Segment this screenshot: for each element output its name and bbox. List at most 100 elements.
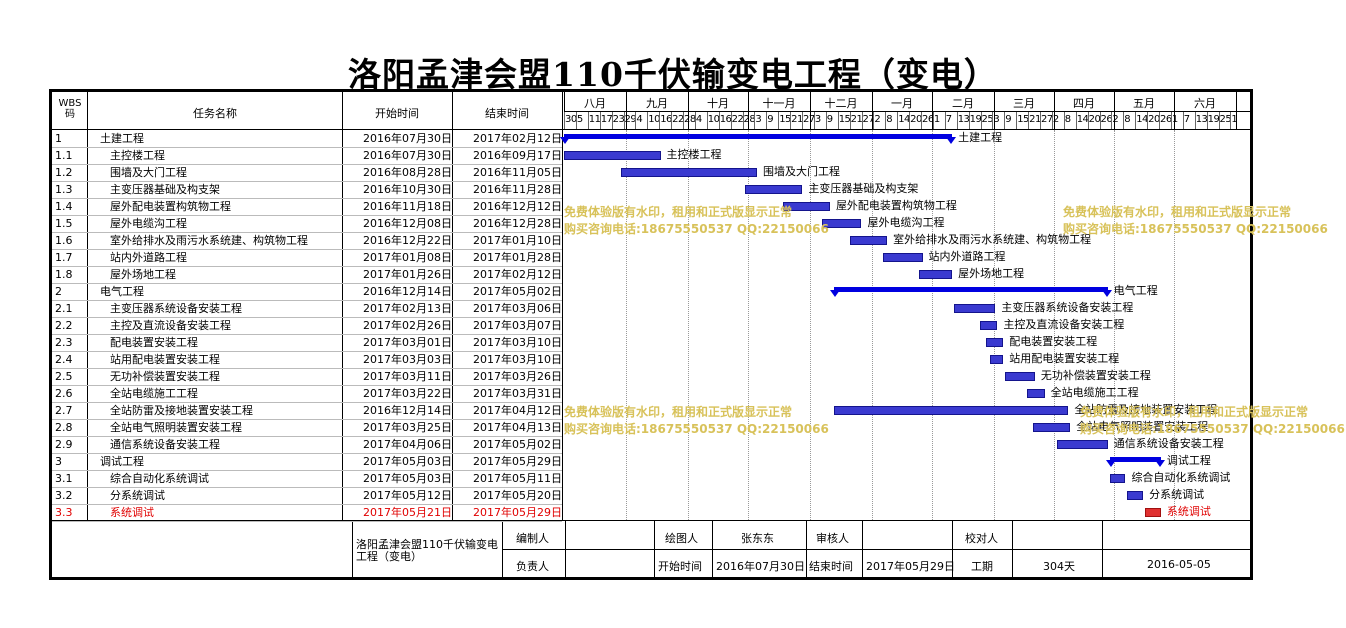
footer-date: 2016-05-05	[1147, 558, 1211, 571]
week-tick-label: 10	[707, 114, 720, 125]
task-bar	[822, 219, 862, 228]
week-divider	[980, 112, 982, 129]
task-name: 围墙及大门工程	[110, 166, 187, 179]
week-tick-label: 23	[612, 114, 625, 125]
week-divider	[1040, 112, 1041, 129]
bar-label: 主变压器基础及构支架	[808, 182, 919, 195]
week-divider	[1170, 112, 1172, 129]
month-divider	[1114, 92, 1115, 130]
wbs-code: 1.7	[55, 251, 73, 264]
task-start-date: 2016年07月30日	[363, 132, 452, 145]
row-divider	[52, 164, 562, 165]
row-divider	[52, 402, 562, 403]
week-divider	[1135, 112, 1137, 129]
task-name: 室外给排水及雨污水系统建、构筑物工程	[110, 234, 308, 247]
week-divider	[754, 112, 756, 129]
task-bar	[918, 270, 953, 279]
wbs-code: 2.6	[55, 387, 73, 400]
task-bar	[1026, 389, 1045, 398]
task-name: 全站电气照明装置安装工程	[110, 421, 242, 434]
week-tick-label: 17	[600, 114, 613, 125]
month-label: 十一月	[762, 97, 796, 110]
week-divider	[968, 112, 970, 129]
task-name: 主变压器系统设备安装工程	[110, 302, 242, 315]
week-tick-label: 20	[1088, 114, 1101, 125]
week-tick-label: 7	[1183, 114, 1190, 125]
week-tick-label: 28	[684, 114, 696, 125]
week-divider	[825, 112, 827, 129]
summary-bar	[833, 287, 1108, 292]
month-label: 十二月	[824, 97, 858, 110]
week-divider	[1087, 112, 1089, 129]
task-end-date: 2017年02月12日	[473, 132, 562, 145]
week-tick-label: 13	[1195, 114, 1208, 125]
task-start-date: 2017年03月11日	[363, 370, 452, 383]
week-divider	[575, 112, 577, 129]
watermark-line1: 免费体验版有水印，租用和正式版显示正常	[564, 405, 793, 419]
task-start-date: 2017年04月06日	[363, 438, 452, 451]
month-gridline	[688, 130, 689, 520]
week-divider	[932, 112, 934, 129]
footer-divider	[952, 521, 953, 577]
summary-bar	[1109, 457, 1161, 462]
month-gridline	[1114, 130, 1115, 520]
footer-divider	[654, 521, 655, 577]
summary-bar	[564, 134, 953, 139]
week-divider	[587, 112, 589, 129]
week-tick-label: 3	[755, 114, 762, 125]
task-bar	[782, 202, 830, 211]
week-tick-label: 15	[838, 114, 851, 125]
wbs-code: 1	[55, 132, 62, 145]
bar-label: 屋外配电装置构筑物工程	[835, 199, 957, 212]
row-divider	[52, 147, 562, 148]
watermark-line2: 购买咨询电话:18675550537 QQ:22150066	[564, 222, 829, 236]
task-end-date: 2017年04月12日	[473, 404, 562, 417]
task-name: 站内外道路工程	[110, 251, 187, 264]
month-label: 四月	[1073, 97, 1095, 110]
week-tick-label: 25	[981, 114, 994, 125]
week-divider	[1147, 112, 1149, 129]
task-end-date: 2017年05月02日	[473, 438, 562, 451]
month-label: 六月	[1194, 97, 1216, 110]
task-name: 屋外配电装置构筑物工程	[110, 200, 231, 213]
watermark-line2: 购买咨询电话:18675550537 QQ:22150066	[1063, 222, 1328, 236]
week-tick-label: 14	[898, 114, 910, 125]
week-divider	[623, 112, 625, 129]
task-start-date: 2017年02月13日	[363, 302, 452, 315]
bar-label: 综合自动化系统调试	[1131, 471, 1231, 484]
week-divider	[790, 112, 792, 129]
bar-label: 系统调试	[1166, 505, 1211, 518]
bar-label: 屋外场地工程	[958, 267, 1025, 280]
task-end-date: 2016年12月28日	[473, 217, 562, 230]
wbs-code: 2.3	[55, 336, 73, 349]
task-name: 土建工程	[100, 132, 144, 145]
week-tick-label: 25	[1219, 114, 1232, 125]
week-divider	[1004, 112, 1006, 129]
wbs-code: 2	[55, 285, 62, 298]
month-divider	[1236, 92, 1237, 130]
task-name: 分系统调试	[110, 489, 165, 502]
week-tick-label: 19	[969, 114, 982, 125]
week-divider	[694, 112, 696, 129]
month-gridline	[872, 130, 873, 520]
month-divider	[688, 92, 689, 130]
week-tick-label: 3	[814, 114, 821, 125]
task-end-date: 2016年11月28日	[473, 183, 562, 196]
end-time-header: 结束时间	[485, 107, 529, 120]
duration-label: 工期	[971, 560, 993, 573]
summary-end-marker	[1101, 290, 1112, 297]
footer-start-label: 开始时间	[658, 560, 702, 573]
task-start-date: 2016年12月22日	[363, 234, 452, 247]
week-divider	[1159, 112, 1160, 129]
week-tick-label: 20	[910, 114, 922, 125]
task-end-date: 2017年05月20日	[473, 489, 562, 502]
week-divider	[1230, 112, 1232, 129]
wbs-code: 2.4	[55, 353, 73, 366]
watermark-line1: 免费体验版有水印，租用和正式版显示正常	[1080, 405, 1309, 419]
column-divider	[342, 92, 343, 521]
week-divider	[1218, 112, 1220, 129]
footer-divider	[806, 521, 807, 577]
bar-label: 电气工程	[1113, 284, 1158, 297]
page-title: 洛阳孟津会盟110千伏输变电工程（变电）	[348, 55, 998, 94]
task-end-date: 2017年05月29日	[473, 506, 562, 519]
